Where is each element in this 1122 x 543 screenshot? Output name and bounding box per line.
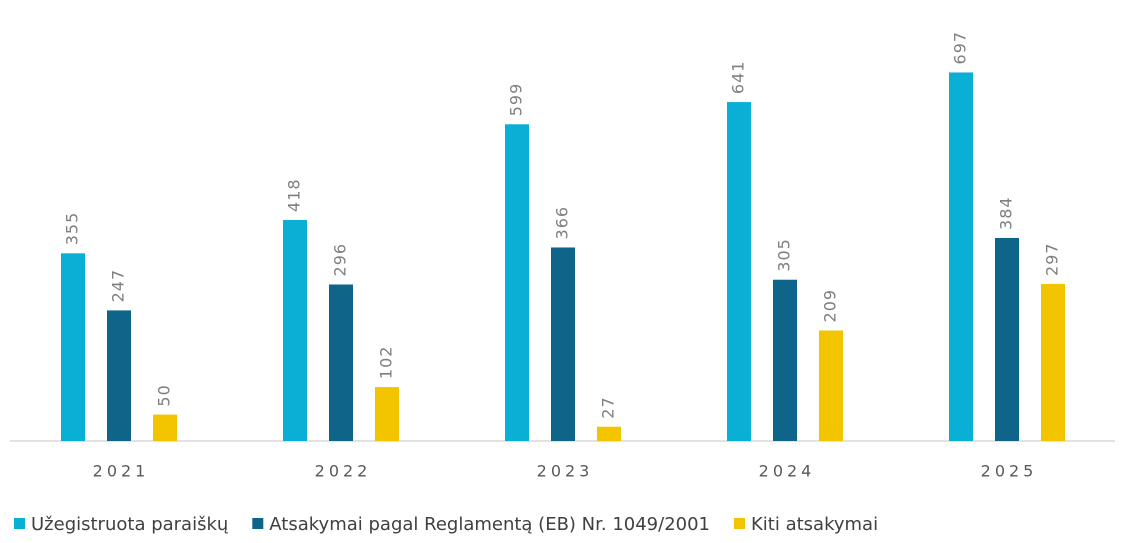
bar (819, 330, 843, 441)
bar (505, 124, 529, 441)
x-tick-label: 2022 (315, 462, 372, 481)
value-label: 209 (821, 289, 840, 323)
value-label: 641 (729, 61, 748, 95)
legend-swatch (14, 518, 25, 529)
bar (329, 284, 353, 441)
legend-swatch (734, 518, 745, 529)
value-label: 296 (331, 243, 350, 277)
bar (995, 237, 1019, 441)
bar (107, 310, 131, 441)
value-label: 297 (1043, 242, 1062, 276)
bar (727, 102, 751, 441)
x-tick-label: 2025 (981, 462, 1038, 481)
bar (375, 387, 399, 441)
legend-swatch (252, 518, 264, 529)
value-label: 102 (377, 346, 396, 380)
x-tick-label: 2021 (93, 462, 150, 481)
value-label: 366 (553, 206, 572, 240)
x-tick-label: 2023 (537, 462, 594, 481)
legend-label: Užegistruota paraiškų (31, 514, 229, 535)
value-label: 418 (285, 178, 304, 212)
bar (773, 279, 797, 441)
value-label: 384 (997, 196, 1016, 230)
value-label: 27 (599, 396, 618, 418)
bar (597, 426, 621, 441)
legend-label: Atsakymai pagal Reglamentą (EB) Nr. 1049… (269, 514, 710, 535)
value-label: 355 (63, 212, 82, 246)
bar (551, 247, 575, 441)
bar (1041, 283, 1065, 441)
value-label: 50 (155, 384, 174, 406)
bar (153, 414, 177, 441)
bar (61, 253, 85, 441)
legend-label: Kiti atsakymai (751, 514, 878, 535)
x-tick-label: 2024 (759, 462, 816, 481)
bar (949, 72, 973, 442)
bar (283, 219, 307, 441)
value-label: 599 (507, 83, 526, 117)
value-label: 697 (951, 31, 970, 65)
value-label: 305 (775, 238, 794, 272)
value-label: 247 (109, 269, 128, 303)
